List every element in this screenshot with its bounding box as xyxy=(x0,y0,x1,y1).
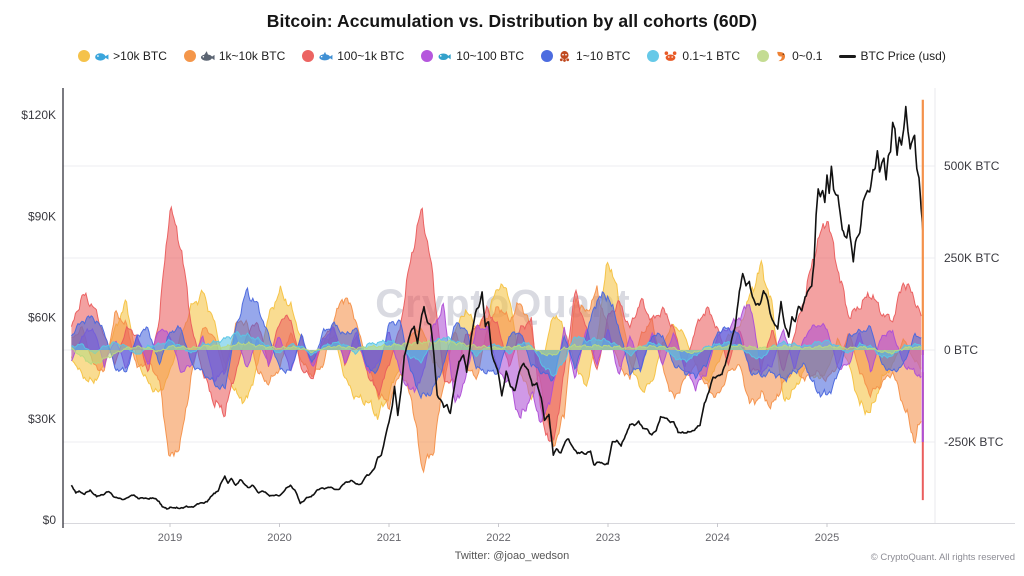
legend-label: 1~10 BTC xyxy=(576,49,631,63)
legend-label: 0.1~1 BTC xyxy=(682,49,741,63)
x-tick-label: 2022 xyxy=(486,532,510,544)
legend-label: 100~1k BTC xyxy=(337,49,405,63)
legend: >10k BTC 1k~10k BTC 100~1k BTC 10~100 BTC 1~… xyxy=(0,47,1024,65)
x-tick-label: 2020 xyxy=(267,532,291,544)
area-edge-6 xyxy=(71,338,922,366)
x-tick-label: 2019 xyxy=(158,532,182,544)
y-left-tick-label: $30K xyxy=(28,412,56,426)
whale-icon xyxy=(94,49,109,63)
legend-item-whale[interactable]: >10k BTC xyxy=(78,49,167,63)
y-right-tick-label: 250K BTC xyxy=(944,251,1000,265)
legend-color-dot xyxy=(647,50,660,62)
dolphin-icon xyxy=(318,49,333,63)
y-left-tick-label: $60K xyxy=(28,311,56,325)
area-edge-5 xyxy=(71,330,922,377)
btc-price-line xyxy=(70,105,924,510)
legend-color-dot xyxy=(78,50,91,62)
x-tick-label: 2021 xyxy=(377,532,401,544)
y-left-tick-label: $0 xyxy=(43,513,57,527)
octopus-icon xyxy=(557,49,572,63)
price-path xyxy=(70,105,924,510)
legend-label: 1k~10k BTC xyxy=(218,49,286,63)
legend-color-dot xyxy=(302,50,315,62)
x-tick-label: 2023 xyxy=(596,532,620,544)
cohort-areas xyxy=(70,205,922,474)
legend-color-dot xyxy=(757,50,770,62)
legend-item-line[interactable]: BTC Price (usd) xyxy=(839,49,946,63)
legend-color-dot xyxy=(541,50,554,62)
price-line-icon xyxy=(839,54,857,58)
legend-item-crab[interactable]: 0.1~1 BTC xyxy=(647,49,740,63)
y-right-tick-label: -250K BTC xyxy=(944,435,1004,449)
legend-item-shrimp[interactable]: 0~0.1 xyxy=(757,49,822,63)
y-right-tick-label: 0 BTC xyxy=(944,343,978,357)
crab-icon xyxy=(663,49,678,63)
legend-color-dot xyxy=(421,50,434,62)
twitter-credit: Twitter: @joao_wedson xyxy=(454,550,570,562)
fish-icon xyxy=(437,49,452,63)
legend-item-shark[interactable]: 1k~10k BTC xyxy=(183,49,286,63)
legend-label: BTC Price (usd) xyxy=(860,49,946,63)
shrimp-icon xyxy=(773,49,788,63)
x-tick-label: 2024 xyxy=(705,532,729,544)
area-edge-1 xyxy=(71,285,922,474)
legend-label: 0~0.1 xyxy=(792,49,823,63)
legend-item-dolphin[interactable]: 100~1k BTC xyxy=(302,49,404,63)
y-right-tick-label: 500K BTC xyxy=(944,159,1000,173)
legend-item-octopus[interactable]: 1~10 BTC xyxy=(541,49,630,63)
legend-color-dot xyxy=(183,50,196,62)
area-5 xyxy=(71,331,922,377)
x-tick-label: 2025 xyxy=(815,532,839,544)
area-2 xyxy=(71,207,922,442)
shark-icon xyxy=(200,49,215,63)
area-edge-4 xyxy=(70,286,922,400)
y-left-tick-label: $90K xyxy=(28,209,56,223)
legend-item-fish[interactable]: 10~100 BTC xyxy=(421,49,524,63)
legend-label: >10k BTC xyxy=(113,49,167,63)
y-left-tick-label: $120K xyxy=(21,108,56,122)
legend-label: 10~100 BTC xyxy=(456,49,525,63)
copyright-notice: © CryptoQuant. All rights reserved xyxy=(870,552,1015,563)
chart-title: Bitcoin: Accumulation vs. Distribution b… xyxy=(266,11,758,31)
